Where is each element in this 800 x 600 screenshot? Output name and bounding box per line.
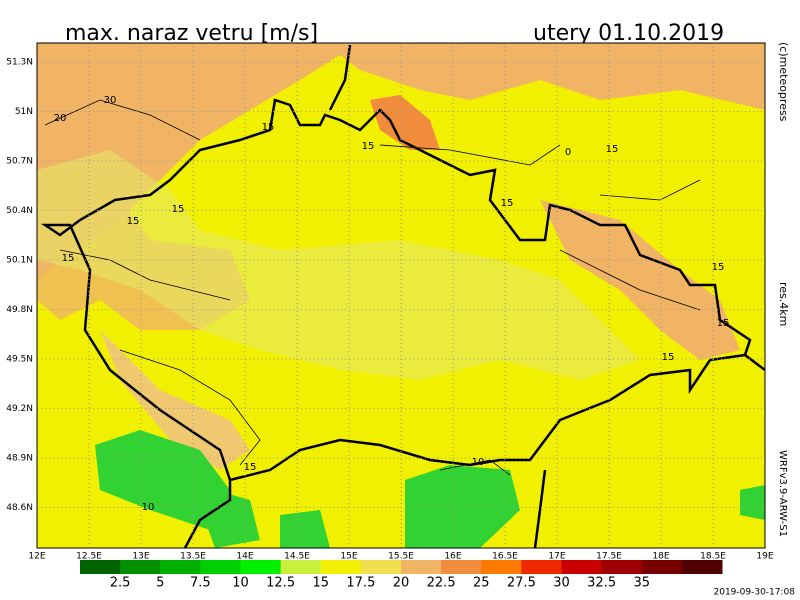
lat-label: 51N — [15, 107, 33, 117]
contour-label: 15 — [244, 462, 257, 473]
lon-label: 14E — [236, 552, 253, 562]
contour-line — [44, 99, 701, 476]
resolution: res.4km — [777, 282, 790, 326]
contour-label: 10 — [472, 457, 485, 468]
labels: 51.3N 51N 50.7N 50.4N 50.1N 49.8N 49.5N 49.2N 48… — [6, 58, 774, 591]
lon-label: 18.5E — [700, 552, 726, 562]
lon-label: 17.5E — [596, 552, 622, 562]
lon-label: 12E — [28, 552, 45, 562]
contour-label: 15 — [501, 198, 514, 209]
lon-label: 16E — [444, 552, 461, 562]
contour-label: 15 — [712, 262, 725, 273]
field-green — [95, 430, 230, 530]
lat-label: 48.6N — [6, 503, 33, 513]
grid — [37, 43, 765, 548]
contour-label: 15 — [362, 141, 375, 152]
colorbar-label: 30 — [553, 576, 570, 591]
colorbar-label: 22.5 — [427, 576, 456, 591]
field-light — [37, 150, 640, 380]
colorbar-swatch — [681, 560, 723, 574]
lon-label: 18E — [652, 552, 669, 562]
lon-label: 14.5E — [284, 552, 310, 562]
title: max. naraz vetru [m/s] — [65, 21, 318, 46]
lon-label: 17E — [548, 552, 565, 562]
colorbar-label: 7.5 — [190, 576, 211, 591]
lat-label: 50.4N — [6, 206, 33, 216]
run-time: 2019-09-30-17:08 — [714, 588, 796, 598]
colorbar-label: 32.5 — [587, 576, 616, 591]
colorbar-swatch — [360, 560, 402, 574]
colorbar-label: 5 — [156, 576, 164, 591]
colorbar-label: 2.5 — [110, 576, 131, 591]
date: utery 01.10.2019 — [533, 21, 724, 46]
colorbar-swatch — [441, 560, 482, 574]
lon-label: 19E — [756, 552, 773, 562]
model: WRFv3.9-ARW-S1 — [777, 450, 788, 537]
contour-label: 0 — [565, 147, 571, 158]
country-border — [40, 98, 752, 482]
field-green — [205, 490, 260, 548]
colorbar-label: 15 — [312, 576, 329, 591]
lat-label: 50.7N — [6, 157, 33, 167]
colorbar-label: 20 — [393, 576, 410, 591]
contour-label: 15 — [262, 122, 275, 133]
contour-label: 15 — [62, 253, 75, 264]
copyright: (c)meteopress — [777, 42, 790, 122]
contour-label: 15 — [717, 318, 730, 329]
lon-label: 16.5E — [492, 552, 518, 562]
field-green — [280, 510, 330, 548]
lat-label: 48.9N — [6, 454, 33, 464]
colorbar-swatch — [160, 560, 201, 574]
field-orange — [37, 43, 765, 280]
colorbar-swatch — [641, 560, 683, 574]
lon-label: 13.5E — [180, 552, 206, 562]
contour-label: 15 — [662, 352, 675, 363]
field-green — [405, 465, 520, 548]
colorbar-swatch — [481, 560, 522, 574]
colorbar-label: 10 — [232, 576, 249, 591]
lat-label: 50.1N — [6, 256, 33, 266]
field-orange — [540, 200, 740, 360]
lat-label: 49.2N — [6, 404, 33, 414]
lon-label: 15.5E — [388, 552, 414, 562]
lon-label: 15E — [340, 552, 357, 562]
contour-label: 15 — [172, 204, 185, 215]
colorbar-swatch — [521, 560, 562, 574]
lat-label: 51.3N — [6, 58, 33, 68]
contour-label: 15 — [127, 216, 140, 227]
lat-label: 49.5N — [6, 355, 33, 365]
plot-frame — [36, 42, 766, 549]
colorbar-label: 35 — [633, 576, 650, 591]
colorbar-label: 25 — [473, 576, 490, 591]
colorbar-swatch — [200, 560, 241, 574]
colorbar-swatch — [320, 560, 362, 574]
contour-label: 30 — [104, 95, 117, 106]
colorbar-swatch — [240, 560, 282, 574]
colorbar-swatch — [401, 560, 442, 574]
contour-label: 20 — [54, 113, 67, 124]
colorbar-swatch — [561, 560, 603, 574]
colorbar-label: 12.5 — [266, 576, 295, 591]
colorbar-swatch — [280, 560, 322, 574]
colorbar-swatch — [120, 560, 161, 574]
colorbar-label: 17.5 — [346, 576, 375, 591]
contour-label: 15 — [606, 144, 619, 155]
colorbar-label: 27.5 — [507, 576, 536, 591]
field-dark-orange — [370, 95, 440, 150]
lat-label: 49.8N — [6, 305, 33, 315]
lon-label: 13E — [132, 552, 149, 562]
colorbar-swatch — [601, 560, 643, 574]
colorbar-swatch — [80, 560, 121, 574]
field-green — [740, 485, 765, 520]
field-orange — [100, 330, 250, 470]
contour-label: 10 — [142, 502, 155, 513]
lon-label: 12.5E — [76, 552, 102, 562]
country-border — [183, 44, 765, 548]
